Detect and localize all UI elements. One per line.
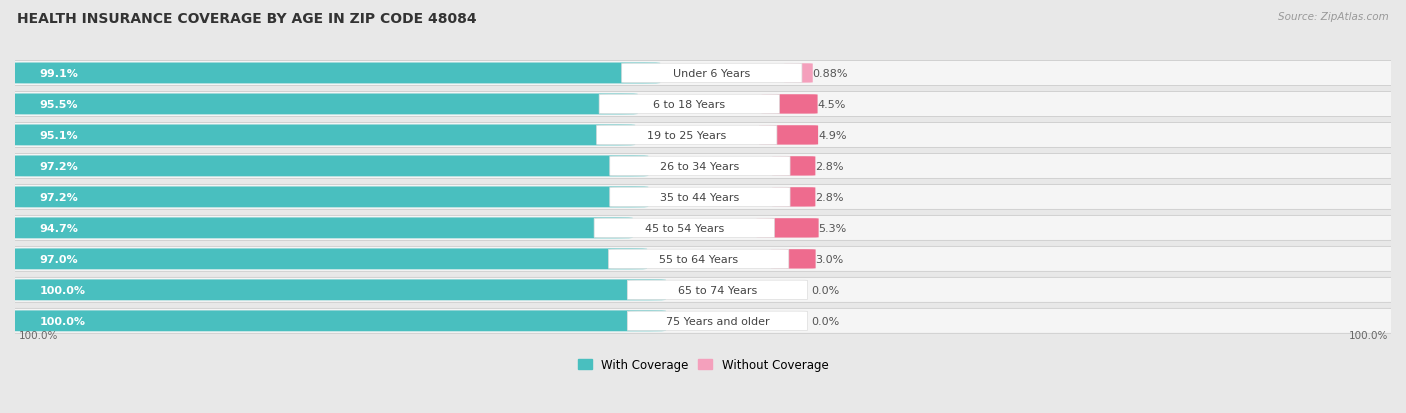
FancyBboxPatch shape (0, 185, 1406, 210)
Text: 6 to 18 Years: 6 to 18 Years (654, 100, 725, 110)
Text: 4.5%: 4.5% (817, 100, 846, 110)
FancyBboxPatch shape (596, 126, 778, 145)
FancyBboxPatch shape (0, 61, 1406, 86)
Text: 99.1%: 99.1% (39, 69, 79, 79)
FancyBboxPatch shape (595, 218, 775, 238)
FancyBboxPatch shape (627, 311, 807, 331)
FancyBboxPatch shape (7, 156, 648, 177)
Text: 94.7%: 94.7% (39, 223, 79, 233)
Text: Source: ZipAtlas.com: Source: ZipAtlas.com (1278, 12, 1389, 22)
FancyBboxPatch shape (0, 278, 1406, 303)
FancyBboxPatch shape (7, 280, 666, 301)
FancyBboxPatch shape (609, 249, 789, 269)
Text: 26 to 34 Years: 26 to 34 Years (661, 161, 740, 171)
FancyBboxPatch shape (610, 188, 790, 207)
Text: 0.0%: 0.0% (811, 316, 839, 326)
FancyBboxPatch shape (0, 123, 1406, 148)
Legend: With Coverage, Without Coverage: With Coverage, Without Coverage (572, 354, 834, 376)
FancyBboxPatch shape (7, 63, 661, 84)
FancyBboxPatch shape (7, 311, 666, 332)
Text: 95.1%: 95.1% (39, 131, 79, 140)
Text: 19 to 25 Years: 19 to 25 Years (647, 131, 727, 140)
FancyBboxPatch shape (0, 216, 1406, 241)
FancyBboxPatch shape (770, 249, 815, 269)
Text: 0.88%: 0.88% (813, 69, 848, 79)
Text: 100.0%: 100.0% (39, 316, 86, 326)
Text: 55 to 64 Years: 55 to 64 Years (659, 254, 738, 264)
FancyBboxPatch shape (627, 280, 807, 300)
Text: 100.0%: 100.0% (20, 331, 59, 341)
Text: 2.8%: 2.8% (815, 192, 844, 202)
Text: 45 to 54 Years: 45 to 54 Years (644, 223, 724, 233)
FancyBboxPatch shape (599, 95, 779, 114)
Text: 97.0%: 97.0% (39, 254, 79, 264)
FancyBboxPatch shape (0, 92, 1406, 117)
FancyBboxPatch shape (0, 309, 1406, 334)
FancyBboxPatch shape (756, 218, 818, 238)
FancyBboxPatch shape (7, 218, 633, 239)
Text: 97.2%: 97.2% (39, 161, 79, 171)
Text: 100.0%: 100.0% (1348, 331, 1388, 341)
Text: 3.0%: 3.0% (815, 254, 844, 264)
FancyBboxPatch shape (759, 126, 818, 145)
Text: 5.3%: 5.3% (818, 223, 846, 233)
FancyBboxPatch shape (762, 95, 817, 114)
FancyBboxPatch shape (772, 188, 815, 207)
FancyBboxPatch shape (772, 157, 815, 176)
Text: 97.2%: 97.2% (39, 192, 79, 202)
Text: 65 to 74 Years: 65 to 74 Years (678, 285, 756, 295)
FancyBboxPatch shape (7, 187, 648, 208)
Text: 4.9%: 4.9% (818, 131, 846, 140)
FancyBboxPatch shape (785, 64, 813, 83)
FancyBboxPatch shape (7, 249, 647, 270)
FancyBboxPatch shape (7, 125, 636, 146)
Text: 0.0%: 0.0% (811, 285, 839, 295)
FancyBboxPatch shape (621, 64, 801, 83)
FancyBboxPatch shape (0, 154, 1406, 179)
Text: 75 Years and older: 75 Years and older (665, 316, 769, 326)
FancyBboxPatch shape (7, 94, 638, 115)
Text: 95.5%: 95.5% (39, 100, 79, 110)
Text: 2.8%: 2.8% (815, 161, 844, 171)
Text: Under 6 Years: Under 6 Years (673, 69, 751, 79)
Text: 100.0%: 100.0% (39, 285, 86, 295)
Text: HEALTH INSURANCE COVERAGE BY AGE IN ZIP CODE 48084: HEALTH INSURANCE COVERAGE BY AGE IN ZIP … (17, 12, 477, 26)
Text: 35 to 44 Years: 35 to 44 Years (661, 192, 740, 202)
FancyBboxPatch shape (610, 157, 790, 176)
FancyBboxPatch shape (0, 247, 1406, 272)
